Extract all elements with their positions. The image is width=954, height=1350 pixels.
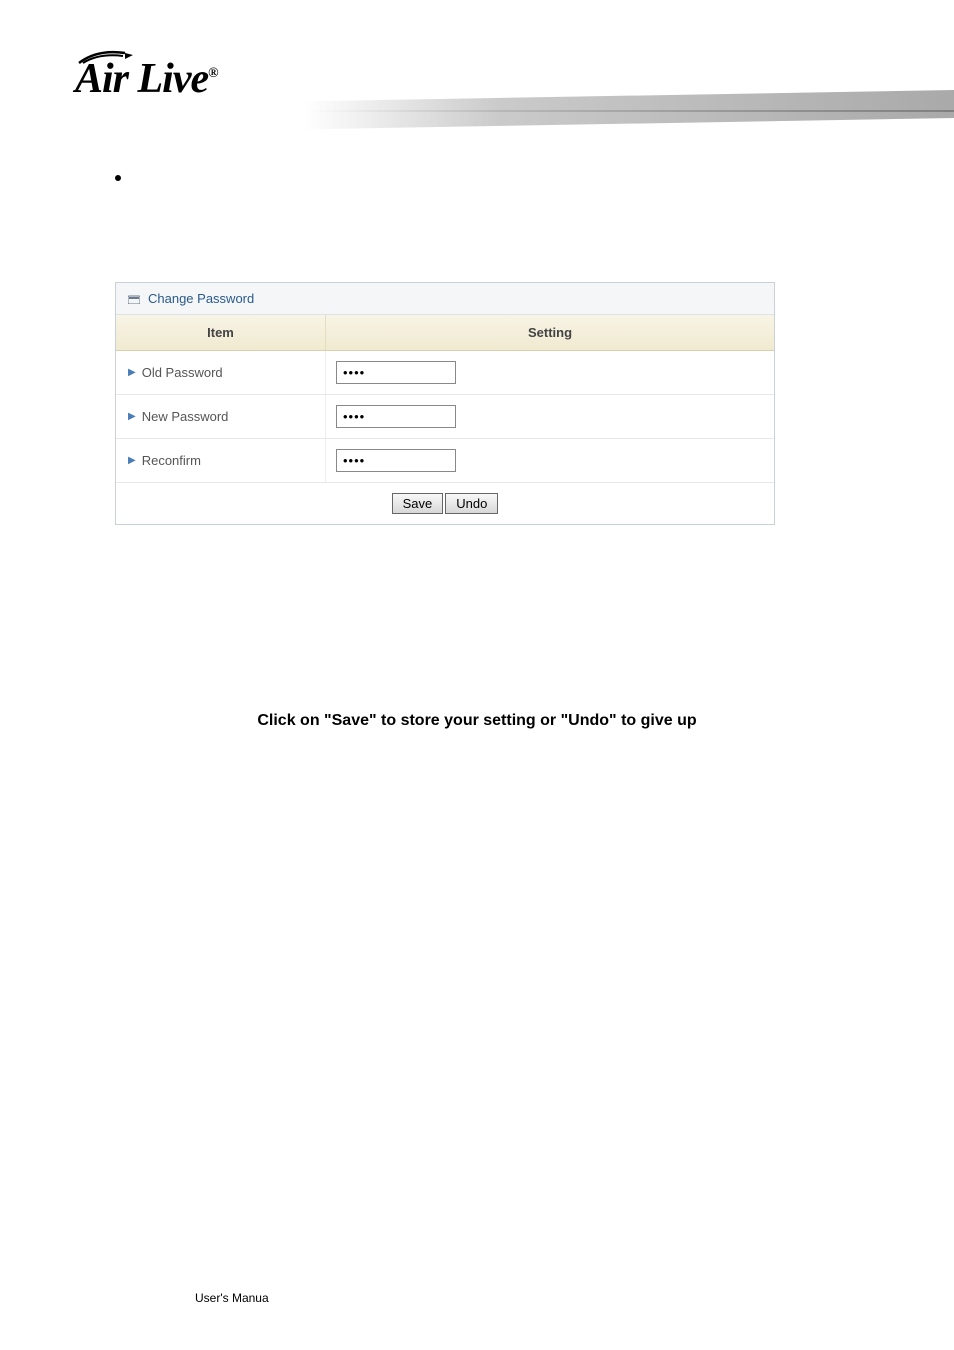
table-row: ▶ New Password (116, 395, 774, 439)
change-password-panel: Change Password Item Setting ▶ Old Passw… (115, 282, 775, 525)
new-password-input[interactable] (336, 405, 456, 428)
old-password-label: ▶ Old Password (116, 351, 326, 394)
instruction-text: Click on "Save" to store your setting or… (0, 712, 954, 730)
button-row: Save Undo (116, 483, 774, 524)
logo-arc-icon (77, 47, 137, 65)
brand-logo: Air Live® (75, 55, 218, 103)
column-header-item: Item (116, 315, 326, 350)
bullet-point (115, 175, 121, 181)
new-password-cell (326, 397, 774, 436)
panel-title: Change Password (148, 291, 254, 306)
footer-text: User's Manua (195, 1291, 269, 1305)
table-row: ▶ Old Password (116, 351, 774, 395)
reconfirm-cell (326, 441, 774, 480)
panel-icon (128, 294, 140, 304)
panel-header: Change Password (116, 283, 774, 315)
old-password-cell (326, 353, 774, 392)
table-row: ▶ Reconfirm (116, 439, 774, 483)
new-password-label: ▶ New Password (116, 395, 326, 438)
reconfirm-password-input[interactable] (336, 449, 456, 472)
header-decoration-line (304, 110, 954, 112)
arrow-right-icon: ▶ (128, 367, 136, 378)
undo-button[interactable]: Undo (445, 493, 498, 514)
reconfirm-label: ▶ Reconfirm (116, 439, 326, 482)
arrow-right-icon: ▶ (128, 411, 136, 422)
column-header-setting: Setting (326, 315, 774, 350)
save-button[interactable]: Save (392, 493, 444, 514)
table-header-row: Item Setting (116, 315, 774, 351)
old-password-input[interactable] (336, 361, 456, 384)
arrow-right-icon: ▶ (128, 455, 136, 466)
